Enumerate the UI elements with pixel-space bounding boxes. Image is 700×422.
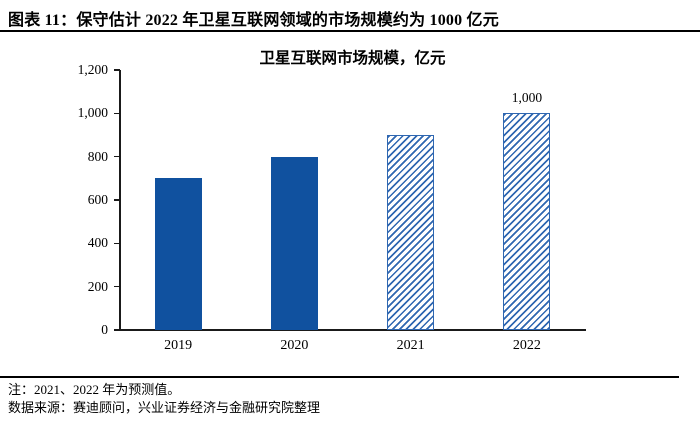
figure-caption: 图表 11：保守估计 2022 年卫星互联网领域的市场规模约为 1000 亿元 xyxy=(8,12,499,29)
caption-underline xyxy=(0,30,700,32)
y-tick-label: 1,200 xyxy=(77,62,108,77)
bar-2021-forecast-hatched xyxy=(387,135,435,330)
footnotes: 注：2021、2022 年为预测值。 数据来源：赛迪顾问，兴业证券经济与金融研究… xyxy=(0,376,679,417)
y-tick-label: 400 xyxy=(87,235,108,251)
x-axis-line xyxy=(119,329,586,331)
y-axis-tick xyxy=(114,155,120,158)
bar-value-label: 1,000 xyxy=(511,90,543,106)
note-forecast: 注：2021、2022 年为预测值。 xyxy=(8,382,181,397)
y-axis-tick xyxy=(114,329,120,331)
x-tick-label: 2019 xyxy=(164,338,193,353)
y-axis-tick xyxy=(114,242,120,245)
chart-title: 卫星互联网市场规模，亿元 xyxy=(259,50,446,67)
y-tick-label: 800 xyxy=(87,148,108,164)
x-tick-label: 2021 xyxy=(396,338,425,353)
bar-2020 xyxy=(270,156,318,330)
note-source: 数据来源：赛迪顾问，兴业证券经济与金融研究院整理 xyxy=(8,400,321,415)
x-tick-label: 2020 xyxy=(280,338,309,353)
y-tick-label: 0 xyxy=(101,322,108,337)
bar-2019 xyxy=(154,178,202,330)
y-tick-label: 600 xyxy=(87,192,108,207)
y-axis-tick xyxy=(114,199,120,201)
y-axis-tick xyxy=(114,285,120,288)
y-tick-label: 1,000 xyxy=(77,105,108,121)
y-axis-tick xyxy=(114,69,120,71)
x-tick-label: 2022 xyxy=(512,338,541,353)
y-axis-line xyxy=(119,70,121,331)
y-tick-label: 200 xyxy=(87,278,108,294)
bar-2022-forecast-hatched xyxy=(503,113,551,330)
y-axis-tick xyxy=(114,112,120,115)
